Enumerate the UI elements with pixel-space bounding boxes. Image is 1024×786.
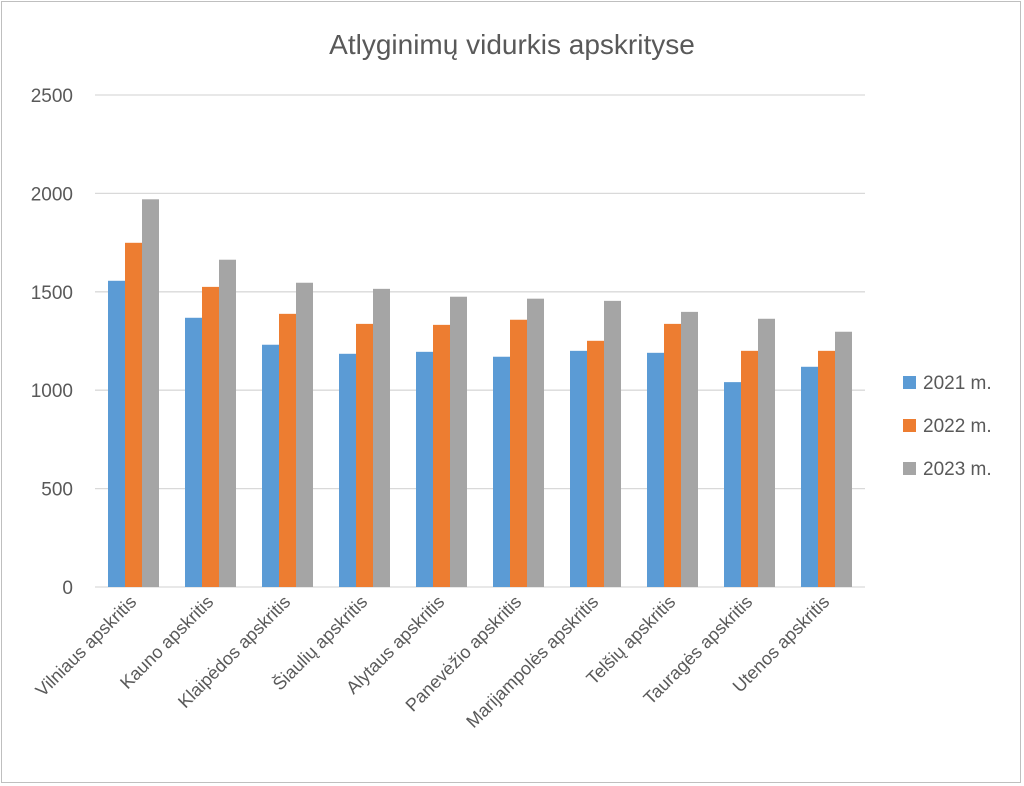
bar-2023-m--0 xyxy=(142,199,159,587)
bar-2021-m--5 xyxy=(493,356,510,587)
bar-2022-m--9 xyxy=(818,350,835,587)
legend-label: 2022 m. xyxy=(923,416,992,437)
bar-2022-m--6 xyxy=(587,340,604,587)
legend-label: 2021 m. xyxy=(923,373,992,394)
bar-2021-m--9 xyxy=(801,366,818,587)
bar-2023-m--1 xyxy=(219,259,236,587)
x-tick-label: Marijampolės apskritis xyxy=(462,592,602,732)
bar-2022-m--3 xyxy=(356,323,373,587)
bar-2022-m--5 xyxy=(510,319,527,587)
y-tick-label: 0 xyxy=(62,578,73,599)
bar-2023-m--8 xyxy=(758,318,775,587)
bar-2023-m--5 xyxy=(527,298,544,587)
legend-swatch xyxy=(903,419,916,432)
bar-2023-m--2 xyxy=(296,282,313,587)
bar-2022-m--1 xyxy=(202,286,219,587)
bar-2021-m--8 xyxy=(724,382,741,587)
bar-2023-m--4 xyxy=(450,296,467,587)
bar-2021-m--6 xyxy=(570,350,587,587)
legend-swatch xyxy=(903,462,916,475)
bar-2023-m--9 xyxy=(835,331,852,587)
y-tick-label: 2500 xyxy=(31,86,73,107)
bar-2022-m--2 xyxy=(279,313,296,587)
y-tick-label: 2000 xyxy=(31,184,73,205)
bar-2022-m--0 xyxy=(125,242,142,587)
bar-2021-m--0 xyxy=(108,280,125,587)
bar-2021-m--4 xyxy=(416,351,433,587)
bar-2021-m--1 xyxy=(185,317,202,587)
bar-2022-m--4 xyxy=(433,324,450,587)
bar-2021-m--2 xyxy=(262,344,279,587)
y-tick-label: 1500 xyxy=(31,283,73,304)
legend-swatch xyxy=(903,376,916,389)
chart-title: Atlyginimų vidurkis apskrityse xyxy=(329,29,695,60)
bar-2023-m--6 xyxy=(604,300,621,587)
legend-label: 2023 m. xyxy=(923,459,992,480)
bar-2023-m--7 xyxy=(681,311,698,587)
bar-2022-m--7 xyxy=(664,323,681,587)
y-tick-label: 500 xyxy=(41,480,73,501)
bar-2022-m--8 xyxy=(741,350,758,587)
bar-2021-m--3 xyxy=(339,353,356,587)
y-tick-label: 1000 xyxy=(31,381,73,402)
bar-2021-m--7 xyxy=(647,352,664,587)
bar-2023-m--3 xyxy=(373,288,390,587)
